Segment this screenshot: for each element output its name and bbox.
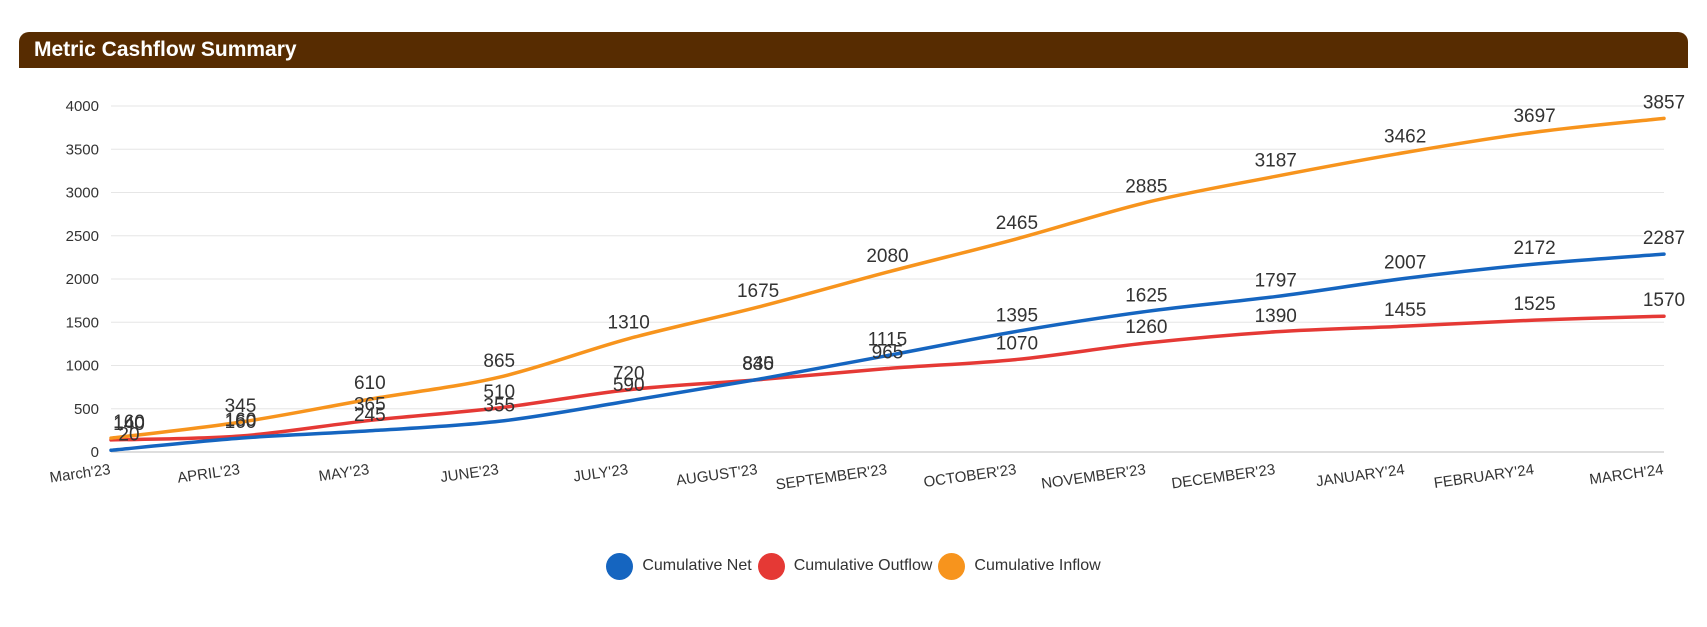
data-label-net: 840 bbox=[742, 353, 774, 374]
data-label-outflow: 1070 bbox=[996, 333, 1038, 354]
data-label-outflow: 160 bbox=[225, 410, 257, 431]
data-label-outflow: 1390 bbox=[1255, 306, 1297, 327]
x-tick-label: JUNE'23 bbox=[439, 461, 500, 486]
x-tick-label: OCTOBER'23 bbox=[923, 461, 1018, 491]
legend-label-outflow: Cumulative Outflow bbox=[793, 557, 933, 574]
data-label-inflow: 345 bbox=[225, 396, 257, 417]
data-label-outflow: 720 bbox=[613, 364, 645, 385]
y-tick-label: 4000 bbox=[66, 98, 99, 115]
x-tick-label: FEBRUARY'24 bbox=[1433, 461, 1535, 492]
chart-title: Metric Cashflow Summary bbox=[34, 38, 297, 61]
x-tick-label: SEPTEMBER'23 bbox=[775, 461, 888, 493]
data-label-net: 1115 bbox=[868, 330, 907, 351]
data-label-inflow: 160 bbox=[113, 412, 145, 433]
data-label-outflow: 835 bbox=[742, 354, 774, 375]
x-tick-label: AUGUST'23 bbox=[675, 461, 759, 489]
chart-header: Metric Cashflow Summary bbox=[19, 32, 1688, 68]
data-label-outflow: 365 bbox=[354, 394, 386, 415]
data-label-net: 1797 bbox=[1255, 271, 1297, 292]
x-tick-label: APRIL'23 bbox=[176, 461, 241, 487]
gridlines bbox=[111, 105, 1664, 453]
data-label-inflow: 2465 bbox=[996, 213, 1038, 234]
legend: Cumulative Net Cumulative Outflow Cumula… bbox=[0, 551, 1707, 581]
y-axis-ticks: 0 500 1000 1500 2000 2500 3000 3500 4000 bbox=[66, 98, 99, 461]
y-tick-label: 500 bbox=[74, 401, 99, 418]
data-label-outflow: 965 bbox=[872, 343, 904, 364]
data-label-net: 20 bbox=[118, 424, 139, 445]
data-label-outflow: 1260 bbox=[1125, 317, 1167, 338]
data-label-net: 2287 bbox=[1643, 228, 1685, 249]
data-label-net: 590 bbox=[613, 375, 645, 396]
y-tick-label: 3500 bbox=[66, 141, 99, 158]
y-tick-label: 0 bbox=[91, 444, 99, 461]
x-tick-label: NOVEMBER'23 bbox=[1040, 461, 1147, 493]
x-tick-label: DECEMBER'23 bbox=[1170, 461, 1276, 492]
y-tick-label: 2500 bbox=[66, 228, 99, 245]
data-label-inflow: 2080 bbox=[866, 246, 908, 267]
x-tick-label: JANUARY'24 bbox=[1315, 461, 1406, 490]
data-label-inflow: 610 bbox=[354, 373, 386, 394]
data-label-inflow: 3697 bbox=[1513, 106, 1555, 127]
data-label-outflow: 1455 bbox=[1384, 300, 1426, 321]
legend-item-inflow[interactable]: Cumulative Inflow bbox=[938, 552, 1101, 580]
x-axis-ticks: March'23 APRIL'23 MAY'23 JUNE'23 JULY'23 AUGU… bbox=[49, 461, 1665, 493]
data-label-outflow: 510 bbox=[483, 382, 515, 403]
x-tick-label: March'23 bbox=[49, 461, 112, 486]
series-lines bbox=[109, 116, 1666, 453]
data-label-inflow: 3187 bbox=[1255, 150, 1297, 171]
x-tick-label: JULY'23 bbox=[572, 461, 629, 486]
legend-label-net: Cumulative Net bbox=[642, 557, 752, 574]
x-tick-label: MAY'23 bbox=[318, 461, 371, 485]
data-label-outflow: 140 bbox=[113, 414, 145, 435]
data-label-net: 2172 bbox=[1513, 238, 1555, 259]
data-label-inflow: 2885 bbox=[1125, 176, 1167, 197]
y-tick-label: 1500 bbox=[66, 314, 99, 331]
data-label-net: 1625 bbox=[1125, 285, 1167, 306]
line-chart: 0 500 1000 1500 2000 2500 3000 3500 4000 March'2… bbox=[49, 92, 1686, 493]
legend-dot-net bbox=[606, 552, 634, 580]
data-label-net: 245 bbox=[354, 405, 386, 426]
series-line-net bbox=[109, 252, 1666, 453]
data-label-inflow: 3462 bbox=[1384, 127, 1426, 148]
y-tick-label: 3000 bbox=[66, 185, 99, 202]
legend-label-inflow: Cumulative Inflow bbox=[974, 557, 1101, 574]
series-line-inflow bbox=[109, 116, 1666, 440]
data-label-inflow: 3857 bbox=[1643, 92, 1685, 113]
data-label-outflow: 1525 bbox=[1513, 294, 1555, 315]
y-tick-label: 2000 bbox=[66, 271, 99, 288]
data-label-outflow: 1570 bbox=[1643, 290, 1685, 311]
data-label-inflow: 865 bbox=[483, 351, 515, 372]
y-tick-label: 1000 bbox=[66, 358, 99, 375]
data-label-net: 1395 bbox=[996, 305, 1038, 326]
data-label-net: 355 bbox=[483, 395, 515, 416]
data-label-net: 2007 bbox=[1384, 252, 1426, 273]
data-label-inflow: 1675 bbox=[737, 281, 779, 302]
series-line-outflow bbox=[109, 314, 1666, 442]
data-label-inflow: 1310 bbox=[608, 313, 650, 334]
data-label-net: 160 bbox=[225, 412, 257, 433]
legend-dot-outflow bbox=[757, 552, 785, 580]
legend-dot-inflow bbox=[938, 552, 966, 580]
x-tick-label: MARCH'24 bbox=[1588, 461, 1664, 488]
legend-item-net[interactable]: Cumulative Net bbox=[606, 552, 752, 580]
legend-item-outflow[interactable]: Cumulative Outflow bbox=[757, 552, 933, 580]
